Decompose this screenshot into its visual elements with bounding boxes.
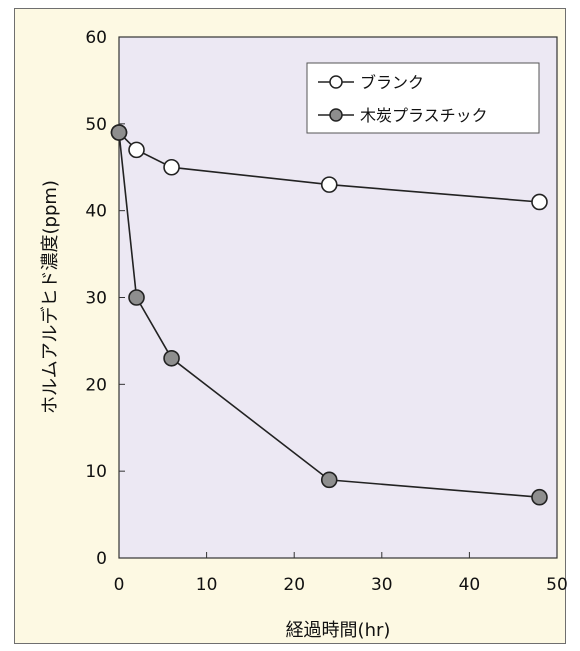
y-tick-label: 40 (85, 202, 107, 222)
y-tick-label: 60 (85, 28, 107, 48)
x-tick-label: 20 (283, 575, 305, 595)
y-tick-label: 10 (85, 462, 107, 482)
series-1-point (531, 193, 548, 211)
series-layer (110, 124, 548, 506)
legend-box (306, 62, 540, 134)
series-2-point (320, 471, 338, 489)
y-axis-title: ホルムアルデヒド濃度(ppm) (40, 180, 61, 414)
series-2-point (128, 289, 145, 306)
legend-label-blank: ブランク (360, 73, 424, 92)
series-2-point (531, 488, 548, 506)
x-tick-label: 40 (459, 575, 481, 595)
legend-marker-blank (329, 75, 343, 89)
x-axis-ticks: 0 10 20 30 40 50 (114, 552, 568, 595)
legend: ブランク 木炭プラスチック (306, 62, 540, 134)
series-2-point (163, 349, 180, 367)
y-tick-label: 20 (85, 375, 107, 395)
series-1-point (320, 176, 338, 193)
y-tick-label: 50 (85, 115, 107, 135)
x-tick-label: 50 (546, 575, 568, 595)
x-tick-label: 10 (196, 575, 218, 595)
x-tick-label: 30 (371, 575, 393, 595)
series-2-point (110, 124, 128, 141)
series-1-point (163, 158, 180, 176)
y-tick-label: 30 (85, 289, 107, 309)
x-tick-label: 0 (114, 575, 125, 595)
series-1-point (128, 141, 145, 159)
legend-marker-charcoal (329, 108, 343, 122)
y-tick-label: 0 (96, 549, 107, 569)
x-axis-title: 経過時間(hr) (286, 620, 391, 641)
legend-label-charcoal: 木炭プラスチック (360, 106, 488, 125)
y-axis-ticks: 0 10 20 30 40 50 60 (85, 28, 125, 569)
